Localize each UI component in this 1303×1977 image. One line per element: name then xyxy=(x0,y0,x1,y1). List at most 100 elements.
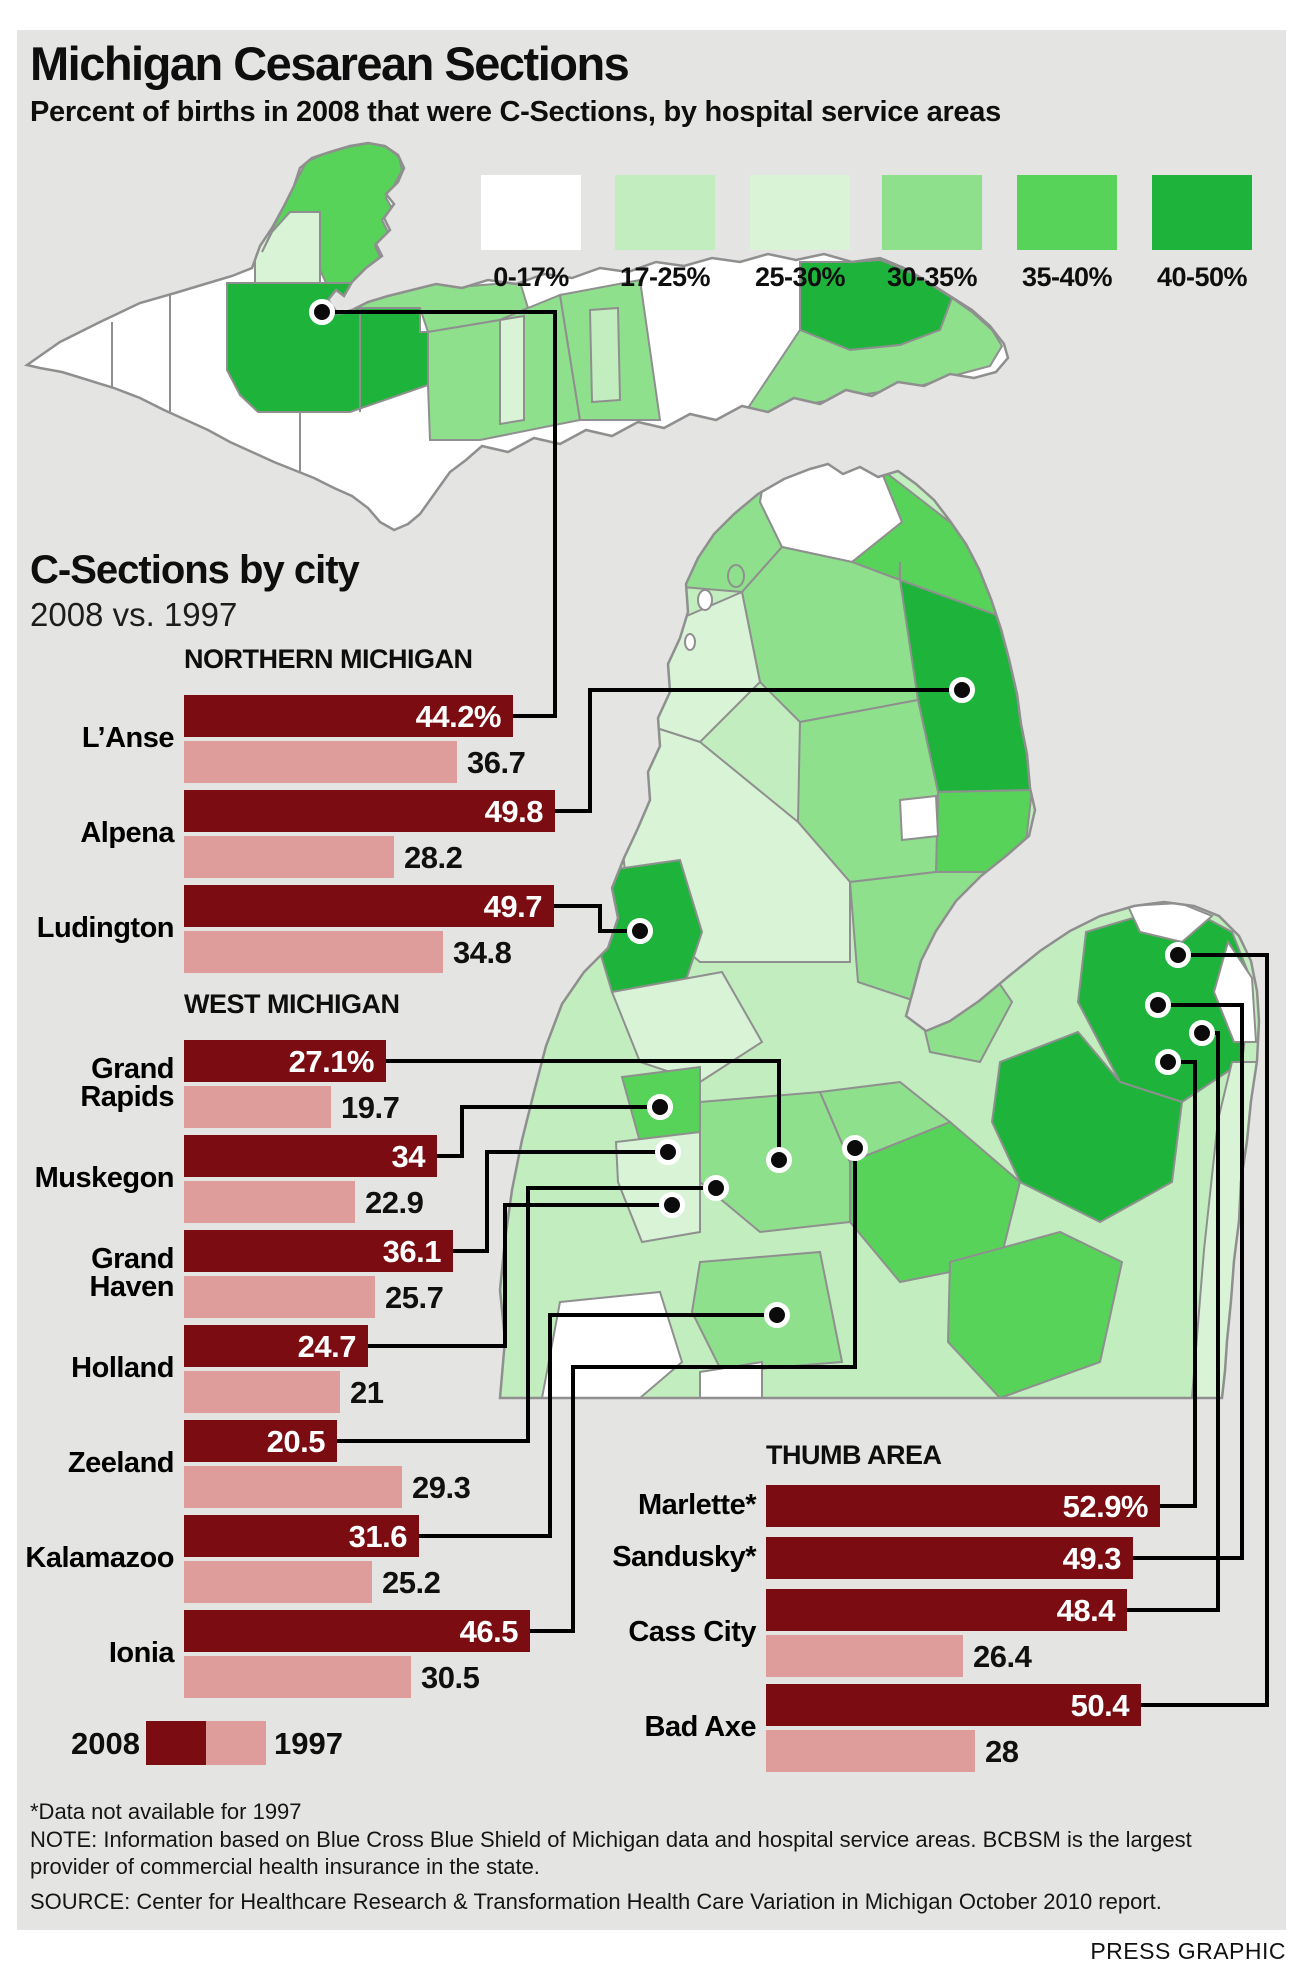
map-dot-zeeland xyxy=(703,1175,729,1201)
lower-peninsula-outline xyxy=(498,462,1261,1400)
legend-label: 17-25% xyxy=(619,262,711,292)
leader-line-grand-rapids xyxy=(386,1059,781,1148)
city-label-ionia: Ionia xyxy=(108,1637,175,1670)
map-dot-kalamazoo xyxy=(764,1302,790,1328)
city-label-bad-axe: Bad Axe xyxy=(644,1711,757,1744)
leader-line-l-anse xyxy=(334,310,557,718)
bar-1997 xyxy=(184,1466,402,1508)
value-2008: 52.9% xyxy=(1062,1489,1149,1524)
city-label-grand-rapids: Grand Rapids xyxy=(80,1053,174,1113)
bar-2008 xyxy=(184,1420,337,1462)
legend-swatch-40-50% xyxy=(1152,175,1252,250)
lp-region xyxy=(946,1230,1124,1398)
bar-1997 xyxy=(766,1730,975,1772)
leader-line-kalamazoo xyxy=(419,1313,765,1538)
bar-2008 xyxy=(766,1589,1127,1631)
map-dot-alpena xyxy=(949,677,975,703)
leader-line-muskegon xyxy=(437,1105,648,1158)
city-label-zeeland: Zeeland xyxy=(67,1447,175,1480)
bar-2008 xyxy=(184,1040,386,1082)
value-2008: 49.7 xyxy=(483,889,543,924)
legend-label: 35-40% xyxy=(1021,262,1113,292)
legend-swatch-30-35% xyxy=(882,175,982,250)
chart-title: C-Sections by city xyxy=(30,548,360,592)
bar-1997 xyxy=(184,836,394,878)
island xyxy=(684,633,696,651)
bar-legend-2008-label: 2008 xyxy=(71,1726,140,1761)
value-1997: 29.3 xyxy=(412,1470,471,1505)
map-dot-muskegon xyxy=(647,1094,673,1120)
value-1997: 30.5 xyxy=(421,1660,480,1695)
bar-2008 xyxy=(184,1515,419,1557)
leader-line-alpena xyxy=(555,688,950,813)
city-label-marlette-: Marlette* xyxy=(638,1489,757,1522)
bar-1997 xyxy=(184,1086,331,1128)
footnote-asterisk: *Data not available for 1997 xyxy=(30,1799,302,1824)
legend-swatch-35-40% xyxy=(1017,175,1117,250)
lp-region xyxy=(1212,939,1258,1043)
bar-legend-1997-label: 1997 xyxy=(274,1726,343,1761)
bar-2008 xyxy=(184,790,555,832)
value-2008: 31.6 xyxy=(348,1519,408,1554)
value-1997: 26.4 xyxy=(973,1639,1032,1674)
bar-1997 xyxy=(184,1371,340,1413)
leader-line-bad-axe xyxy=(1141,953,1269,1707)
upper-peninsula-outline xyxy=(23,141,1010,532)
leader-line-cass-city xyxy=(1127,1031,1220,1612)
island xyxy=(727,564,745,588)
lower-peninsula-regions xyxy=(500,464,1259,1398)
map-dot-grand-haven xyxy=(655,1139,681,1165)
map-dot-sandusky- xyxy=(1145,992,1171,1018)
city-label-holland: Holland xyxy=(71,1352,174,1385)
island xyxy=(697,589,713,611)
page-subtitle: Percent of births in 2008 that were C-Se… xyxy=(30,96,1001,128)
city-label-grand-haven: Grand Haven xyxy=(89,1243,174,1303)
value-2008: 46.5 xyxy=(459,1614,519,1649)
value-2008: 48.4 xyxy=(1056,1593,1116,1628)
lp-region xyxy=(848,871,990,1004)
value-2008: 34 xyxy=(391,1139,426,1174)
value-1997: 21 xyxy=(350,1375,384,1410)
value-1997: 28.2 xyxy=(404,840,463,875)
bar-1997 xyxy=(184,1561,372,1603)
legend-label: 0-17% xyxy=(493,262,569,292)
value-2008: 50.4 xyxy=(1070,1688,1130,1723)
credit-line: PRESS GRAPHIC xyxy=(1090,1938,1286,1964)
group-heading: NORTHERN MICHIGAN xyxy=(184,644,473,674)
bar-2008 xyxy=(766,1537,1133,1579)
leader-line-holland xyxy=(368,1203,660,1348)
leader-line-zeeland xyxy=(337,1186,704,1443)
bar-1997 xyxy=(766,1635,963,1677)
city-label-ludington: Ludington xyxy=(36,912,175,945)
legend-swatch-0-17% xyxy=(481,175,581,250)
bar-2008 xyxy=(184,1230,453,1272)
legend-label: 30-35% xyxy=(886,262,978,292)
chart-subtitle: 2008 vs. 1997 xyxy=(30,596,238,633)
up-region xyxy=(588,306,622,404)
map-dot-l-anse xyxy=(309,299,335,325)
map-dot-ionia xyxy=(842,1135,868,1161)
upper-peninsula-regions xyxy=(27,143,1008,530)
value-2008: 20.5 xyxy=(266,1424,326,1459)
value-1997: 22.9 xyxy=(365,1185,424,1220)
leader-line-ionia xyxy=(530,1160,857,1633)
lp-region xyxy=(540,1290,684,1398)
footnote-note: NOTE: Information based on Blue Cross Bl… xyxy=(30,1827,1192,1879)
bar-2008 xyxy=(184,695,513,737)
city-label-muskegon: Muskegon xyxy=(34,1162,175,1195)
bar-1997 xyxy=(184,1181,355,1223)
map-dot-cass-city xyxy=(1189,1020,1215,1046)
map-dot-marlette- xyxy=(1155,1049,1181,1075)
leader-line-marlette- xyxy=(1160,1060,1197,1508)
footnote-source: SOURCE: Center for Healthcare Research &… xyxy=(30,1889,1162,1914)
group-heading: WEST MICHIGAN xyxy=(184,989,400,1019)
value-1997: 34.8 xyxy=(453,935,512,970)
value-2008: 49.8 xyxy=(484,794,544,829)
lp-region xyxy=(898,794,940,842)
map-dot-grand-rapids xyxy=(766,1147,792,1173)
value-2008: 27.1% xyxy=(288,1044,375,1079)
legend-label: 25-30% xyxy=(754,262,846,292)
city-label-cass-city: Cass City xyxy=(628,1616,756,1649)
